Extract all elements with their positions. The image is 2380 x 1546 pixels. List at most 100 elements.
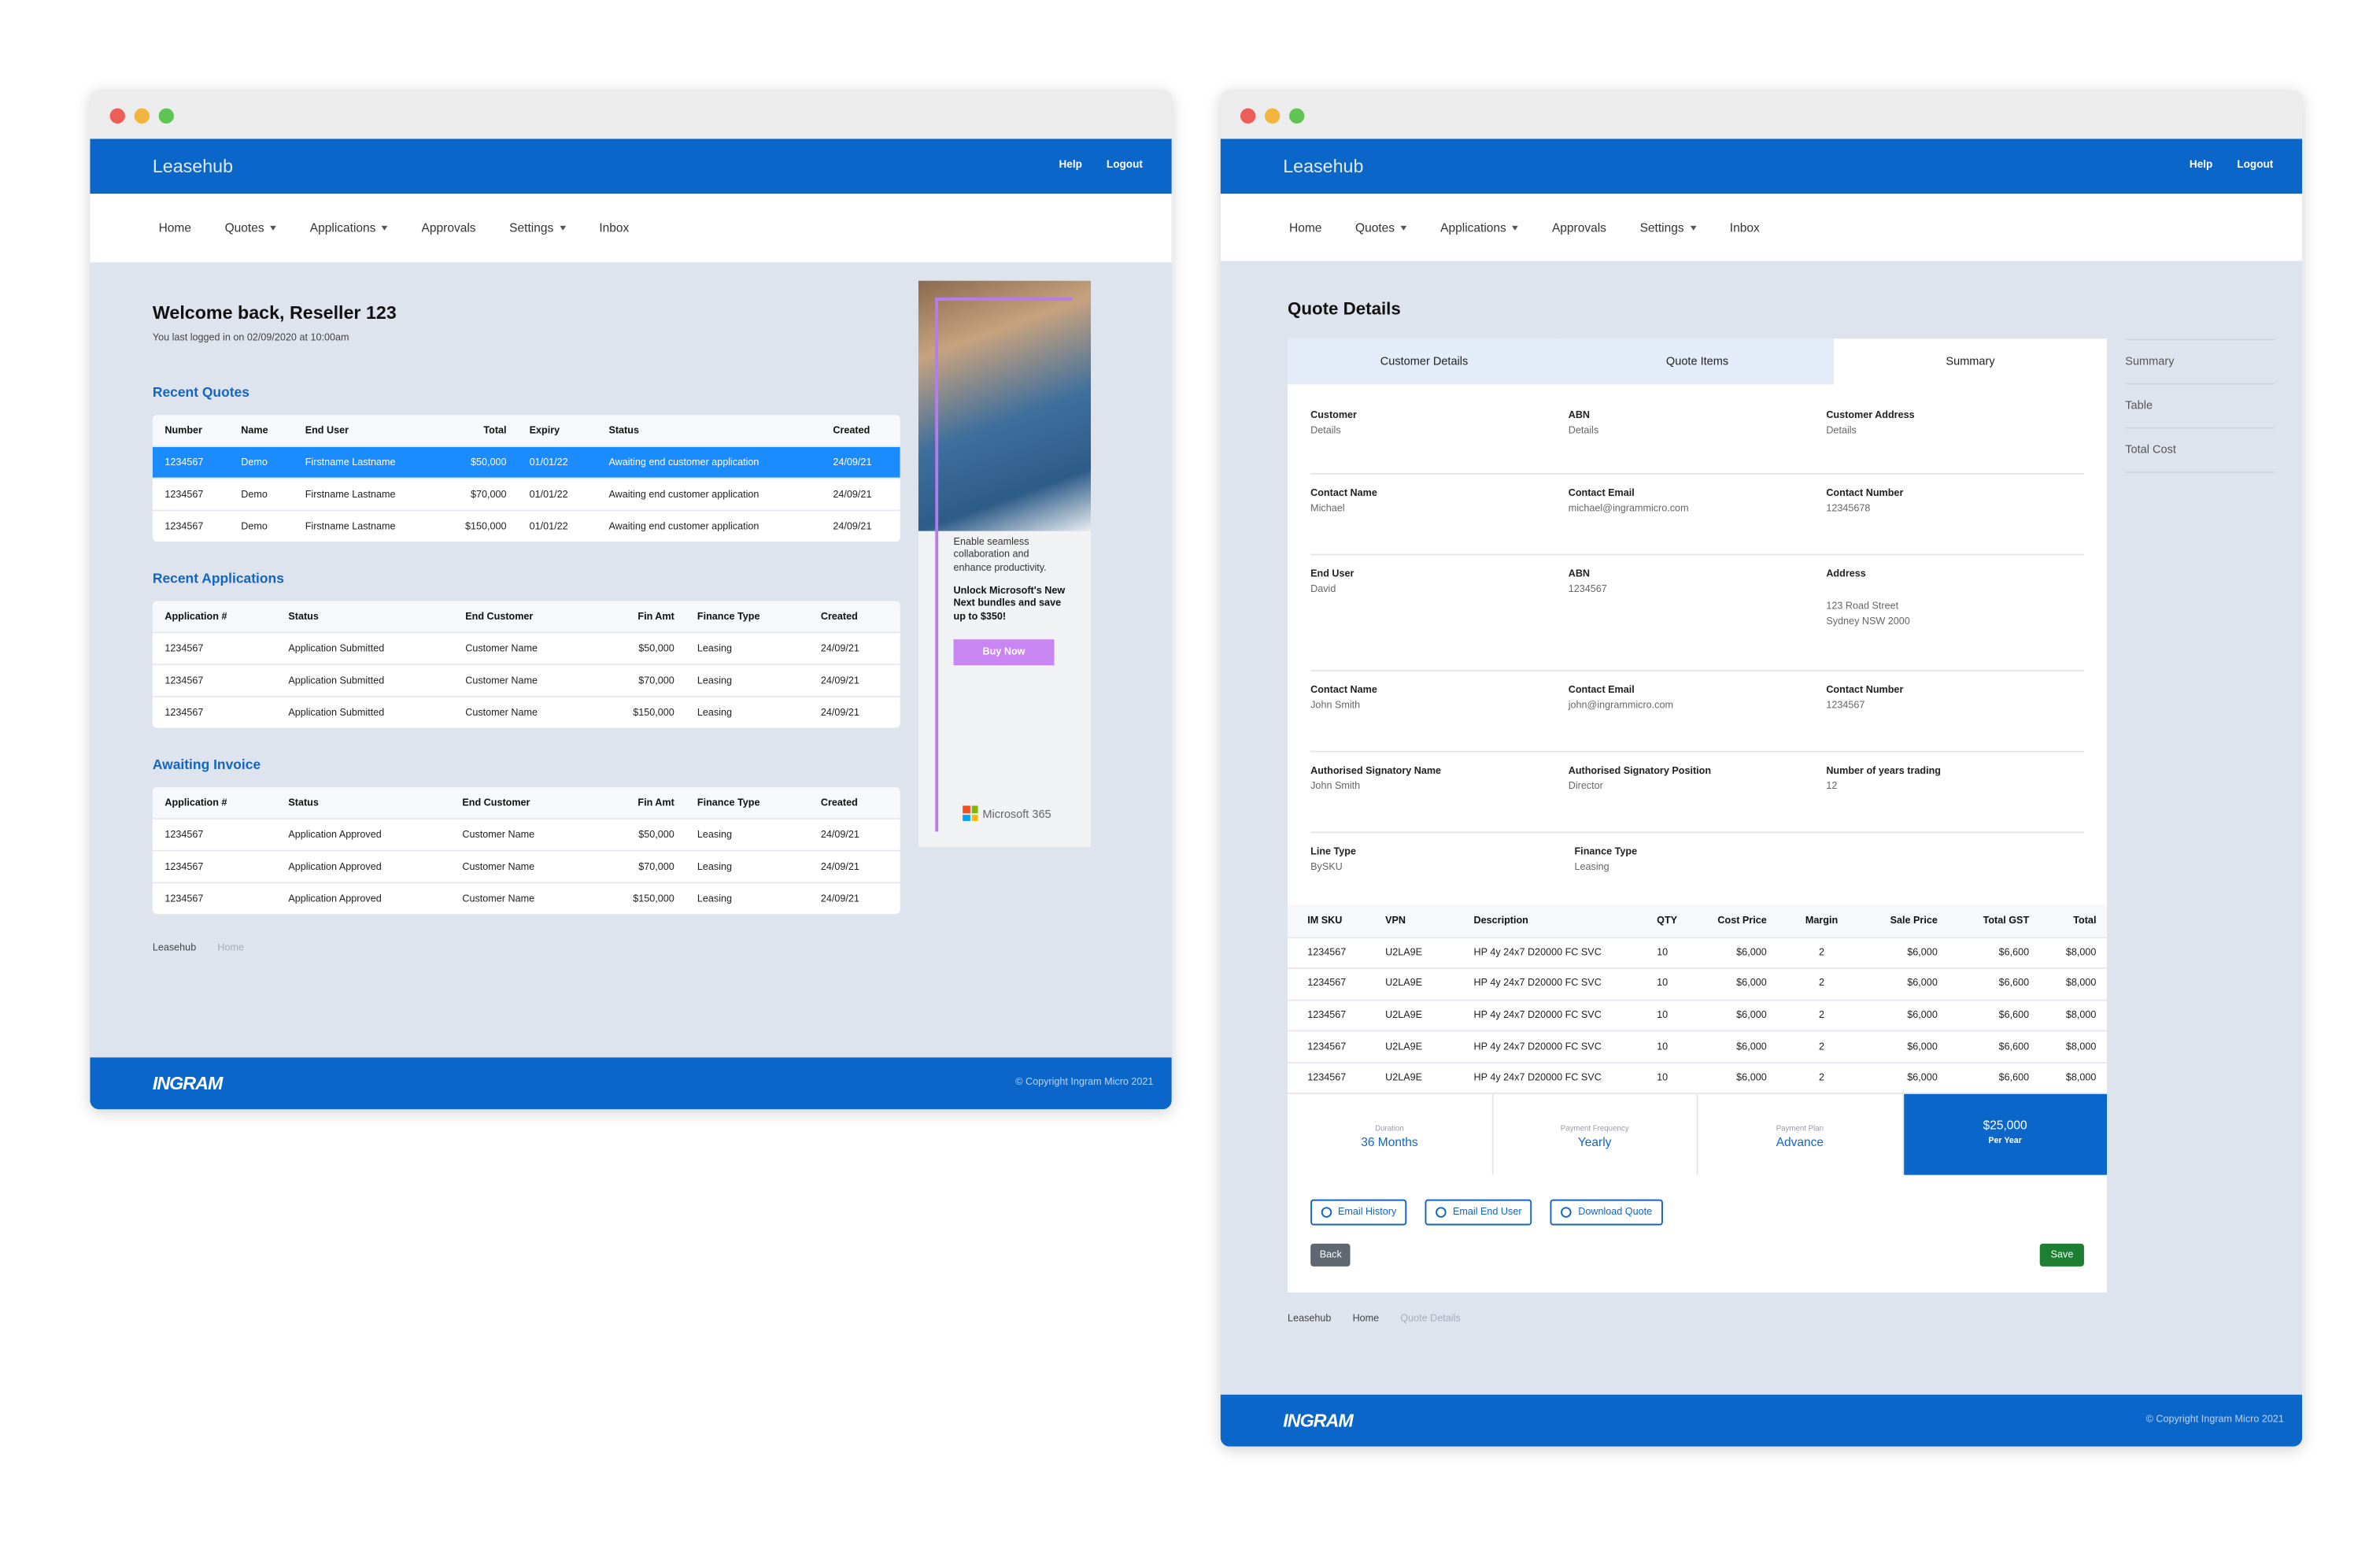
tab[interactable]: Summary	[1834, 338, 2108, 385]
icon	[1321, 1207, 1332, 1218]
cell: U2LA9E	[1385, 947, 1423, 959]
button-text: Email History	[1338, 1207, 1397, 1218]
action-button[interactable]: Download Quote	[1550, 1199, 1663, 1226]
cell: $8,000	[2065, 1073, 2097, 1084]
summary-cell: Duration 36 Months	[1288, 1093, 1493, 1175]
cell: U2LA9E	[1385, 1073, 1423, 1084]
cell: $50,000	[638, 829, 674, 841]
nav-item[interactable]: Settings	[1640, 220, 1697, 235]
nav-item[interactable]: Inbox	[1729, 220, 1760, 235]
header-links: Help Logout	[2190, 161, 2273, 172]
cell: 01/01/22	[529, 489, 568, 500]
crumb-item[interactable]: Home	[1352, 1314, 1380, 1325]
cell: Firstname Lastname	[305, 520, 396, 532]
header-link[interactable]: Help	[2189, 160, 2213, 172]
brand: Leasehub	[152, 155, 234, 177]
field-value: michael@ingrammicro.com	[1568, 503, 1689, 515]
nav-item[interactable]: Inbox	[599, 221, 630, 235]
quote-card: Customer Details Quote Items Summary Custom…	[1288, 338, 2108, 1293]
field-row: Contact Name Michael Contact Email michael@…	[1310, 475, 2084, 556]
section-title: Recent Quotes	[152, 384, 249, 400]
nav-item[interactable]: Applications	[1440, 220, 1519, 235]
field-label: ABN	[1568, 410, 1591, 422]
cell: 1234567	[164, 861, 204, 872]
cell: 2	[1819, 1010, 1825, 1021]
field: ABN 1234567	[1569, 569, 1827, 670]
field-row: Contact Name John Smith Contact Email john@…	[1310, 671, 2084, 753]
field-value: David	[1310, 584, 1336, 595]
field-label: Authorised Signatory Name	[1310, 766, 1442, 777]
cell: Leasing	[697, 893, 733, 904]
back-button[interactable]: Back	[1310, 1243, 1351, 1267]
action-button[interactable]: Email End User	[1425, 1199, 1533, 1226]
nav-item[interactable]: Settings	[509, 221, 566, 235]
field: Customer Details	[1310, 410, 1569, 472]
header-link[interactable]: Logout	[2237, 160, 2274, 172]
nav-item[interactable]: Home	[158, 221, 191, 235]
field: Authorised Signatory Position Director	[1569, 766, 1827, 831]
summary-label: Payment Plan	[1776, 1124, 1824, 1134]
cell: HP 4y 24x7 D20000 FC SVC	[1473, 1010, 1602, 1021]
nav-item[interactable]: Approvals	[421, 221, 476, 235]
table-header: Number Name End User Total Expiry Status Creat…	[152, 415, 900, 446]
tab[interactable]: Quote Items	[1561, 338, 1835, 385]
cell: Firstname Lastname	[305, 457, 396, 468]
header-link[interactable]: Logout	[1106, 160, 1143, 172]
cell: $6,000	[1907, 978, 1938, 990]
field-label: End User	[1310, 569, 1354, 580]
ad-button[interactable]: Buy Now	[953, 639, 1055, 666]
field: Contact Email michael@ingrammicro.com	[1569, 488, 1827, 553]
save-button[interactable]: Save	[2040, 1243, 2084, 1267]
cell: Firstname Lastname	[305, 489, 396, 500]
cell: Total	[483, 424, 507, 436]
nav-item[interactable]: Quotes	[1355, 220, 1407, 235]
ad-brand-logo	[963, 805, 978, 821]
field: Number of years trading 12	[1826, 766, 2084, 831]
cell: 24/09/21	[833, 489, 872, 500]
table: Application # Status End Customer Fin Amt Fi…	[152, 601, 900, 728]
field-value: 12	[1826, 781, 1838, 793]
cell: Application Submitted	[288, 643, 385, 654]
side-nav-item[interactable]: Total Cost	[2125, 429, 2275, 473]
tab[interactable]: Customer Details	[1288, 338, 1561, 385]
welcome: Welcome back, Reseller 123	[152, 301, 397, 324]
action-button[interactable]: Email History	[1310, 1199, 1407, 1226]
field-row: Authorised Signatory Name John Smith Autho…	[1310, 753, 2084, 834]
cell: Name	[241, 424, 268, 436]
crumb-item[interactable]: Leasehub	[1288, 1314, 1332, 1325]
table-row: 1234567 Application Approved Customer Name…	[152, 818, 900, 850]
nav-item[interactable]: Home	[1288, 220, 1322, 235]
nav-item[interactable]: Approvals	[1551, 220, 1606, 235]
cell: $6,600	[1998, 947, 2030, 959]
nav-item[interactable]: Applications	[310, 221, 388, 235]
cell: 1234567	[164, 489, 204, 500]
nav-item[interactable]: Quotes	[225, 221, 277, 235]
ad-accent	[935, 297, 939, 832]
last-login: You last logged in on 02/09/2020 at 10:0…	[152, 332, 349, 344]
field-label: ABN	[1568, 569, 1591, 580]
cell: $6,000	[1736, 978, 1767, 990]
cell: Description	[1473, 915, 1528, 926]
cell: 24/09/21	[820, 829, 859, 841]
field: Authorised Signatory Name John Smith	[1310, 766, 1569, 831]
button-text: Save	[2050, 1249, 2074, 1261]
side-nav-item[interactable]: Summary	[2125, 340, 2275, 385]
header-link[interactable]: Help	[1059, 160, 1082, 172]
crumb-item[interactable]: Leasehub	[152, 942, 197, 954]
cell: 1234567	[164, 893, 204, 904]
side-nav-item[interactable]: Table	[2125, 384, 2275, 429]
cell: $6,000	[1736, 947, 1767, 959]
cell: 24/09/21	[820, 643, 859, 654]
cell: 1234567	[164, 707, 204, 719]
window-dot	[134, 108, 150, 124]
cell: 10	[1657, 947, 1669, 959]
table-row: 1234567 U2LA9E HP 4y 24x7 D20000 FC SVC 10 $…	[1288, 1030, 2108, 1062]
cell: Fin Amt	[638, 797, 674, 808]
cell: HP 4y 24x7 D20000 FC SVC	[1473, 947, 1602, 959]
summary-label: Duration	[1375, 1124, 1404, 1134]
crumb-item: Quote Details	[1400, 1314, 1461, 1325]
table: IM SKU VPN Description QTY Cost Price Margin S…	[1288, 904, 2108, 1094]
cell: 24/09/21	[820, 893, 859, 904]
field-label: Contact Number	[1826, 488, 1904, 499]
table-row: 1234567 Demo Firstname Lastname $50,000 01/0…	[152, 446, 900, 478]
